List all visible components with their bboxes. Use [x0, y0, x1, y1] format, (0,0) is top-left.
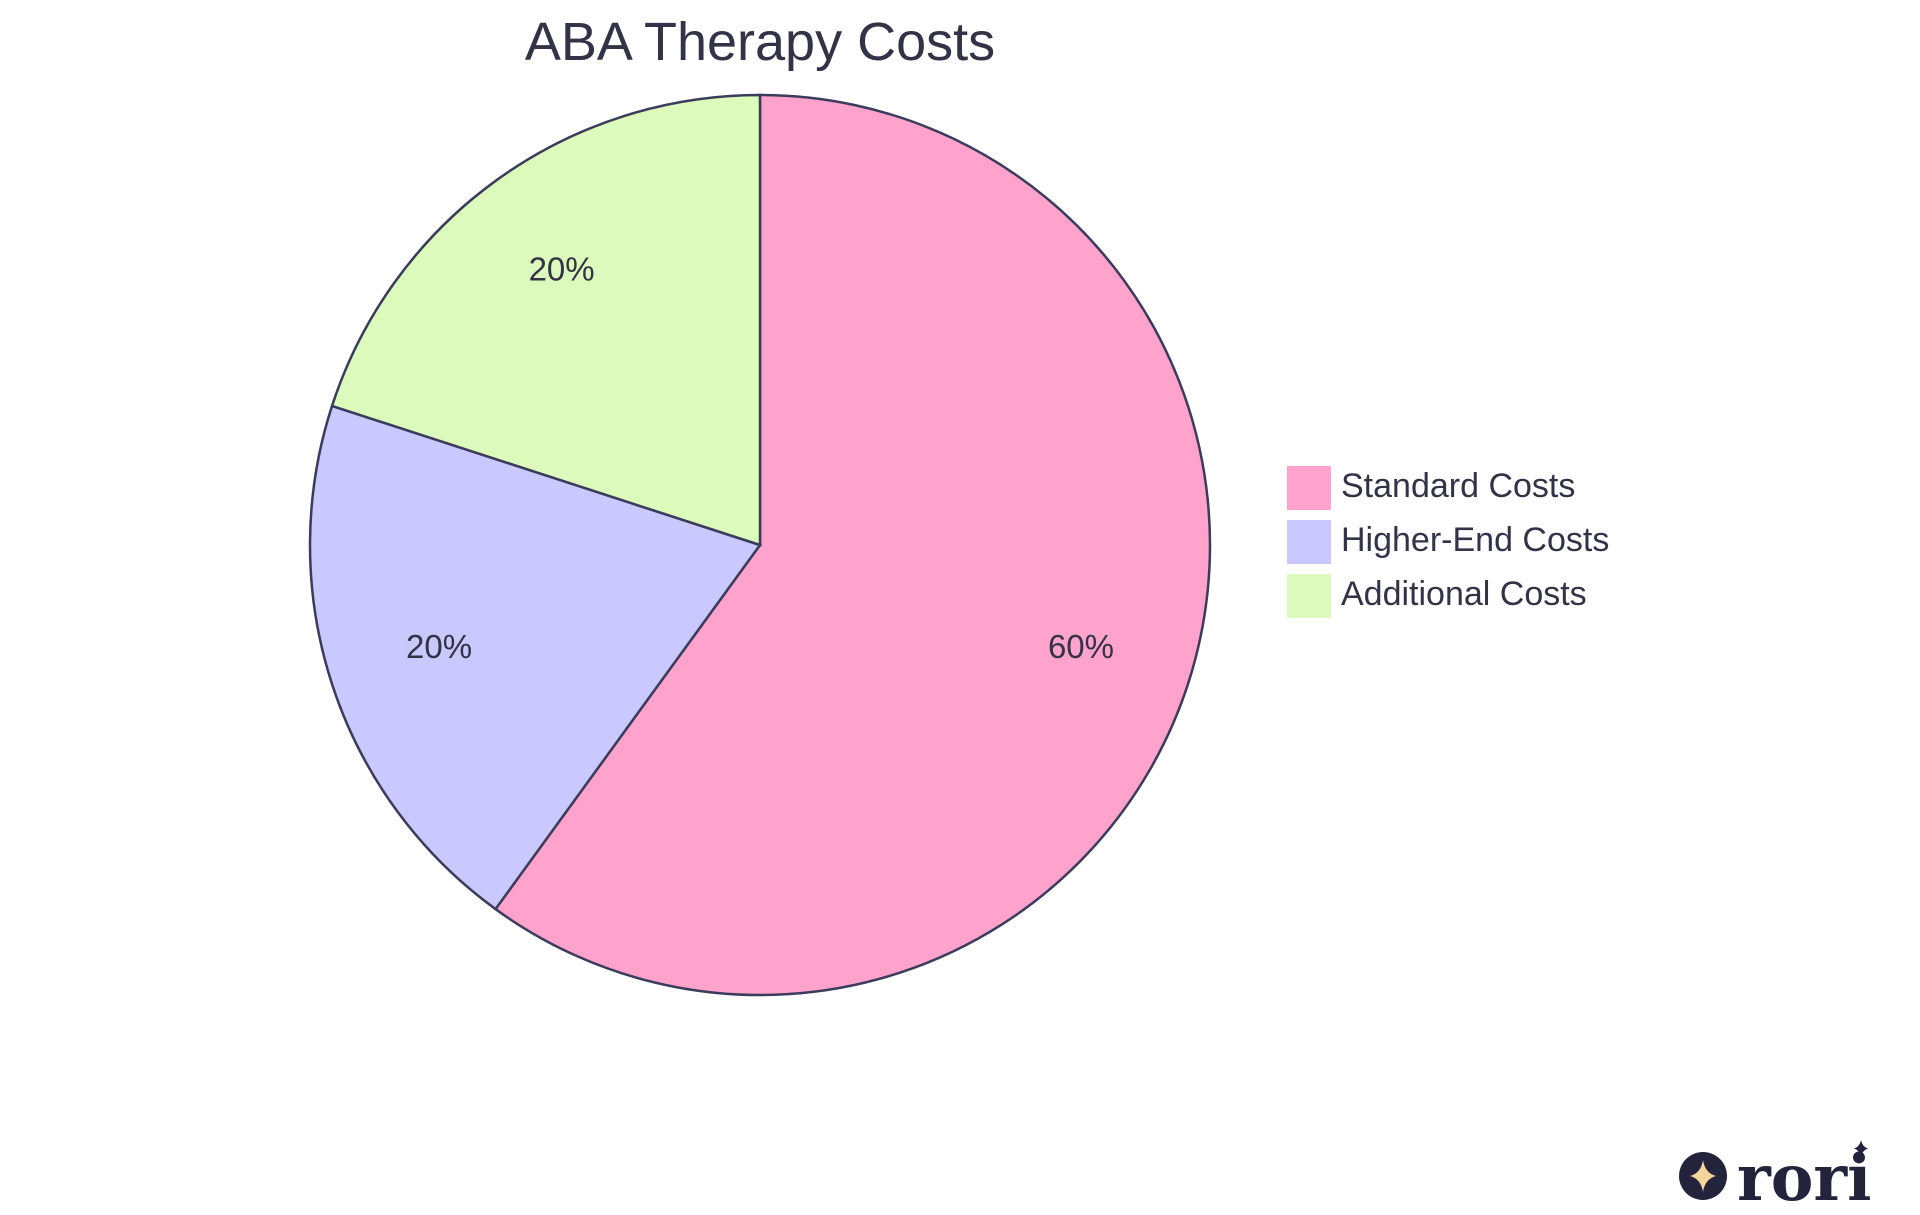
legend-label: Higher-End Costs: [1341, 521, 1609, 559]
legend-swatch: [1287, 520, 1331, 564]
pie-slice-additional-costs: [330, 93, 762, 547]
pie-slice-standard-costs: [493, 93, 1212, 997]
pie-slice-label: 20%: [406, 628, 472, 665]
legend-label: Standard Costs: [1341, 467, 1575, 505]
pie-slice-higher-end-costs: [308, 404, 763, 911]
legend-swatch: [1287, 466, 1331, 510]
pie-slice-label: 60%: [1048, 628, 1114, 665]
chart-title: ABA Therapy Costs: [525, 12, 995, 72]
pie-slice-labels: 60% 20% 20%: [406, 251, 1114, 665]
legend-swatch: [1287, 574, 1331, 618]
logo-star-icon: [1690, 1160, 1716, 1192]
rori-logo: rori: [1679, 1140, 1871, 1215]
pie-slices: [308, 93, 1212, 997]
logo-wordmark: rori: [1737, 1141, 1871, 1215]
legend-label: Additional Costs: [1341, 575, 1587, 613]
legend: Standard Costs Higher-End Costs Additional…: [1287, 466, 1609, 618]
logo-sparkle-icon: [1854, 1140, 1868, 1157]
pie-slice-label: 20%: [529, 251, 595, 288]
